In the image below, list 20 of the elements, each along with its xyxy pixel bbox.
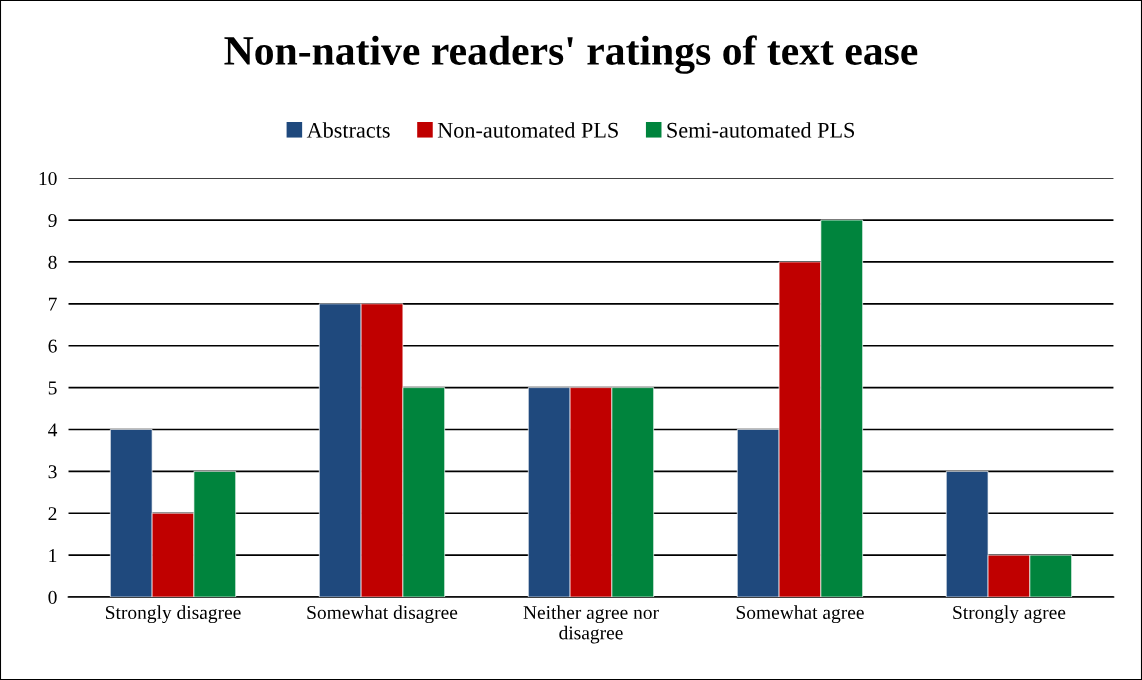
legend-label: Semi-automated PLS (667, 122, 855, 138)
y-tick-label: 6 (48, 339, 57, 353)
x-tick-label: Strongly disagree (106, 605, 241, 624)
x-tick-label: Neither agree nor disagree (523, 605, 659, 644)
y-tick-label: 5 (48, 381, 57, 395)
y-tick-label: 4 (48, 423, 58, 437)
y-tick-label: 1 (49, 549, 57, 562)
x-tick-label: Strongly agree (953, 605, 1066, 624)
y-tick-label: 8 (48, 255, 57, 269)
y-tick-label: 3 (48, 465, 57, 479)
y-tick-label: 0 (48, 590, 57, 604)
y-tick-label: 9 (48, 213, 57, 227)
legend-label: Non-automated PLS (437, 122, 618, 138)
y-tick-label: 10 (39, 171, 57, 186)
y-tick-label: 7 (48, 297, 57, 311)
x-tick-label: Somewhat agree (736, 605, 864, 624)
y-tick-label: 2 (48, 507, 57, 521)
legend-label: Abstracts (306, 122, 390, 138)
chart-title: Non-native readers' ratings of text ease (224, 35, 918, 74)
x-tick-label: Somewhat disagree (307, 605, 458, 624)
